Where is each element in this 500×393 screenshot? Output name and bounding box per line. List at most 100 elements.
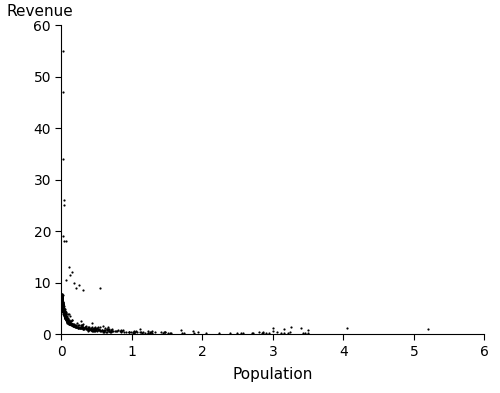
Point bbox=[60, 310, 68, 317]
Point bbox=[74, 325, 82, 331]
Point bbox=[84, 327, 92, 333]
Point bbox=[99, 323, 107, 329]
Point bbox=[58, 299, 66, 305]
Point bbox=[60, 303, 68, 309]
Point bbox=[66, 320, 74, 327]
Point bbox=[82, 323, 90, 329]
Point bbox=[129, 330, 137, 336]
Point bbox=[62, 316, 70, 323]
Point bbox=[60, 310, 68, 316]
Point bbox=[59, 302, 67, 308]
Point bbox=[62, 316, 70, 322]
Point bbox=[131, 329, 139, 336]
Point bbox=[63, 317, 71, 323]
Point bbox=[194, 329, 202, 335]
Point bbox=[140, 329, 147, 335]
Point bbox=[58, 294, 66, 300]
Point bbox=[62, 313, 70, 320]
Point bbox=[79, 326, 87, 332]
Point bbox=[64, 318, 72, 325]
Point bbox=[94, 324, 102, 330]
Point bbox=[280, 326, 287, 332]
Point bbox=[59, 303, 67, 309]
Point bbox=[60, 310, 68, 317]
Point bbox=[61, 314, 69, 321]
Point bbox=[60, 307, 68, 313]
Point bbox=[58, 293, 66, 299]
Point bbox=[129, 329, 137, 335]
Point bbox=[99, 327, 107, 334]
Point bbox=[59, 307, 67, 313]
Point bbox=[76, 325, 84, 332]
Point bbox=[58, 298, 66, 304]
Point bbox=[144, 330, 152, 336]
Point bbox=[68, 269, 76, 275]
Point bbox=[58, 296, 66, 302]
Point bbox=[108, 326, 116, 332]
Point bbox=[74, 325, 82, 331]
Point bbox=[58, 296, 66, 302]
Point bbox=[91, 325, 99, 331]
Point bbox=[273, 329, 281, 336]
Point bbox=[61, 314, 69, 320]
Point bbox=[61, 314, 69, 320]
Point bbox=[60, 311, 68, 317]
Point bbox=[62, 313, 70, 320]
Point bbox=[92, 326, 100, 332]
Point bbox=[58, 301, 66, 307]
Point bbox=[105, 328, 113, 334]
Point bbox=[148, 328, 156, 334]
Point bbox=[62, 316, 70, 322]
Point bbox=[64, 315, 72, 321]
Point bbox=[60, 306, 68, 312]
Point bbox=[59, 305, 67, 311]
Point bbox=[62, 310, 70, 317]
Point bbox=[84, 325, 92, 331]
Point bbox=[125, 329, 133, 335]
Point bbox=[157, 329, 165, 336]
Point bbox=[59, 301, 67, 308]
Point bbox=[78, 326, 86, 332]
Point bbox=[151, 329, 159, 336]
Point bbox=[60, 303, 68, 310]
Point bbox=[59, 305, 67, 311]
Point bbox=[64, 317, 72, 323]
Point bbox=[75, 282, 83, 288]
Point bbox=[58, 303, 66, 309]
Point bbox=[64, 319, 72, 325]
Point bbox=[64, 319, 72, 325]
Point bbox=[100, 327, 108, 334]
Point bbox=[66, 321, 74, 327]
Point bbox=[61, 308, 69, 314]
Point bbox=[91, 327, 99, 333]
Point bbox=[86, 326, 94, 332]
Point bbox=[60, 238, 68, 244]
Point bbox=[62, 315, 70, 321]
Point bbox=[59, 306, 67, 312]
Point bbox=[64, 318, 72, 324]
Point bbox=[61, 311, 69, 317]
Point bbox=[59, 306, 67, 312]
Point bbox=[80, 325, 88, 331]
Point bbox=[78, 325, 86, 331]
Point bbox=[100, 327, 108, 334]
Point bbox=[120, 329, 128, 335]
Point bbox=[58, 297, 66, 303]
Point bbox=[74, 322, 82, 328]
Point bbox=[78, 324, 86, 330]
Point bbox=[60, 308, 68, 314]
Point bbox=[59, 308, 67, 314]
Point bbox=[66, 317, 74, 323]
Point bbox=[108, 328, 116, 334]
Point bbox=[90, 328, 98, 334]
Point bbox=[214, 330, 222, 336]
Point bbox=[59, 309, 67, 315]
Point bbox=[70, 321, 78, 327]
Point bbox=[65, 319, 73, 325]
Point bbox=[68, 321, 76, 327]
Point bbox=[130, 328, 138, 334]
Point bbox=[67, 318, 75, 324]
Point bbox=[60, 309, 68, 316]
Point bbox=[141, 329, 149, 336]
Point bbox=[180, 330, 188, 336]
